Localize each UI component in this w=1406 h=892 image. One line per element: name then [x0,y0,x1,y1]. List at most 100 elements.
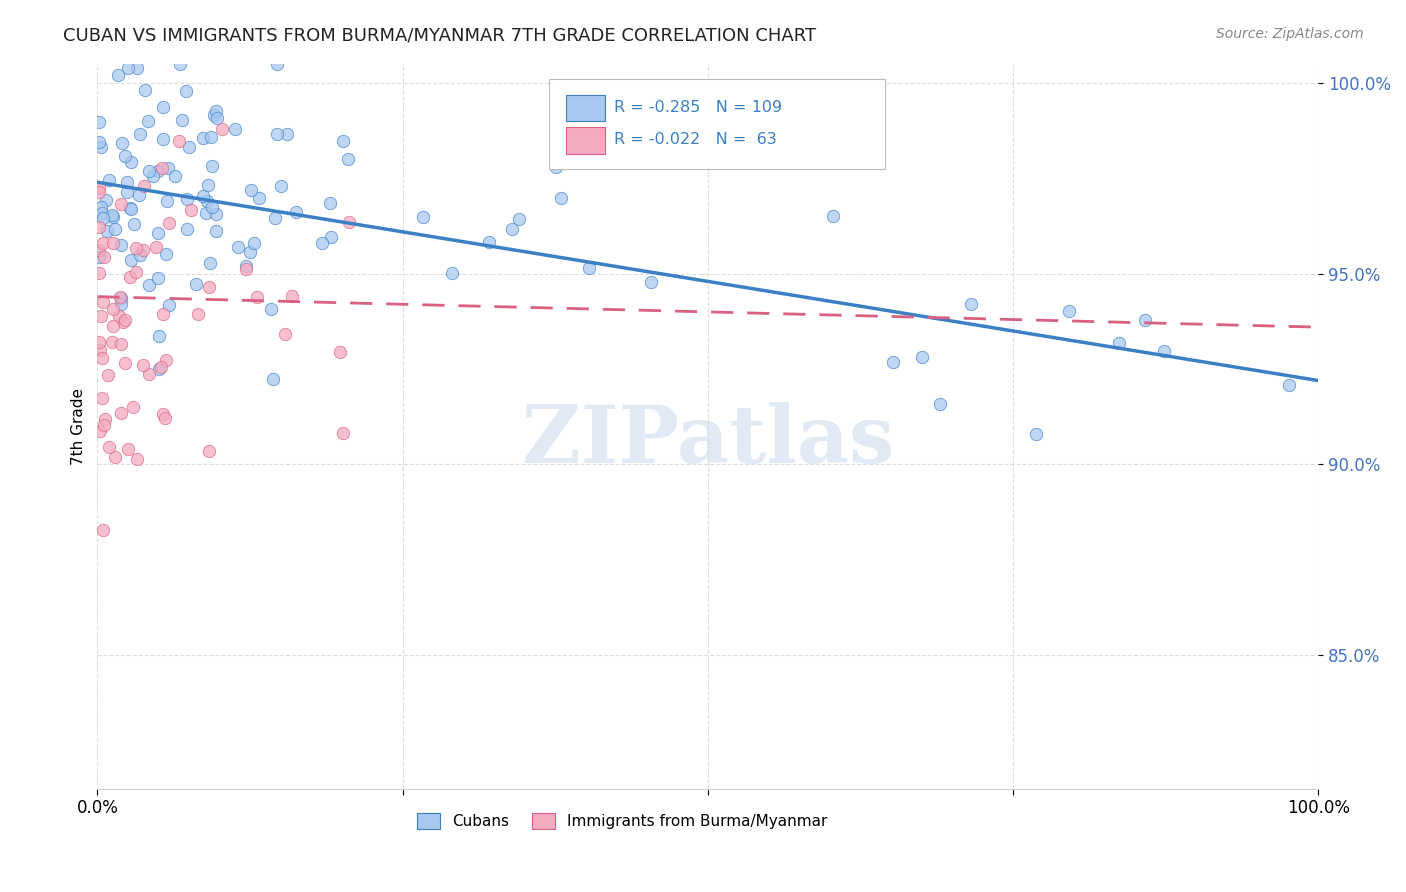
Point [114,356,136,370]
Point [87,243,110,257]
Point [117,442,139,456]
Point [91,211,114,226]
FancyBboxPatch shape [567,95,605,121]
Point [90,200,112,214]
Point [337,153,360,167]
Point [149,360,172,375]
Point [412,211,434,225]
Point [207,111,229,125]
Point [823,210,845,224]
Point [201,200,224,214]
Point [180,203,202,218]
Point [191,131,214,145]
Point [91,236,114,251]
Point [146,271,169,285]
Text: R = -0.285   N = 109: R = -0.285 N = 109 [614,100,782,115]
Point [124,217,146,231]
Point [138,164,160,178]
Point [205,224,228,238]
Point [97,173,120,187]
Point [112,315,135,329]
Text: CUBAN VS IMMIGRANTS FROM BURMA/MYANMAR 7TH GRADE CORRELATION CHART: CUBAN VS IMMIGRANTS FROM BURMA/MYANMAR 7… [63,27,817,45]
Point [478,235,501,249]
Point [125,452,148,467]
Point [329,344,352,359]
Point [107,68,129,82]
Point [101,210,124,224]
Point [1278,378,1301,392]
Point [132,358,155,372]
Point [156,161,179,176]
Point [152,307,174,321]
Point [169,57,191,71]
Text: Source: ZipAtlas.com: Source: ZipAtlas.com [1216,27,1364,41]
Point [90,309,112,323]
Point [98,440,121,454]
Point [176,192,198,206]
Text: ZIPatlas: ZIPatlas [522,401,894,480]
Point [337,214,360,228]
Point [101,236,124,251]
Point [153,411,176,425]
Point [311,236,333,251]
Point [273,326,295,341]
Point [118,201,141,215]
Point [110,238,132,252]
Point [191,188,214,202]
Point [108,310,131,324]
Point [120,202,142,216]
FancyBboxPatch shape [550,78,884,169]
Point [110,291,132,305]
Point [104,221,127,235]
Point [101,335,124,350]
Y-axis label: 7th Grade: 7th Grade [72,388,86,465]
Point [508,212,530,227]
Point [276,127,298,141]
Point [94,412,117,426]
Point [1025,427,1047,442]
Point [110,337,132,351]
Point [136,113,159,128]
Point [138,367,160,381]
Point [91,524,114,538]
Point [96,224,118,238]
Point [122,400,145,414]
Point [127,62,149,76]
Point [120,252,142,267]
Point [155,353,177,368]
Point [89,343,111,357]
Point [128,127,150,141]
Point [91,295,114,310]
Point [929,397,952,411]
Point [266,57,288,71]
Point [200,129,222,144]
Point [332,425,354,440]
Point [187,307,209,321]
Point [266,127,288,141]
Point [131,244,153,258]
Point [284,204,307,219]
Point [117,61,139,75]
Point [235,259,257,273]
Point [235,261,257,276]
Point [115,185,138,199]
Point [1057,304,1080,318]
Point [240,183,263,197]
Point [226,240,249,254]
Point [89,335,111,350]
Point [157,298,180,312]
Point [87,266,110,280]
Point [197,443,219,458]
Point [110,406,132,420]
Point [174,84,197,98]
Point [146,226,169,240]
Point [101,301,124,316]
Point [197,178,219,192]
Point [156,194,179,208]
Point [138,278,160,293]
Point [114,149,136,163]
Point [319,229,342,244]
Point [89,424,111,438]
Point [211,122,233,136]
Point [1108,336,1130,351]
